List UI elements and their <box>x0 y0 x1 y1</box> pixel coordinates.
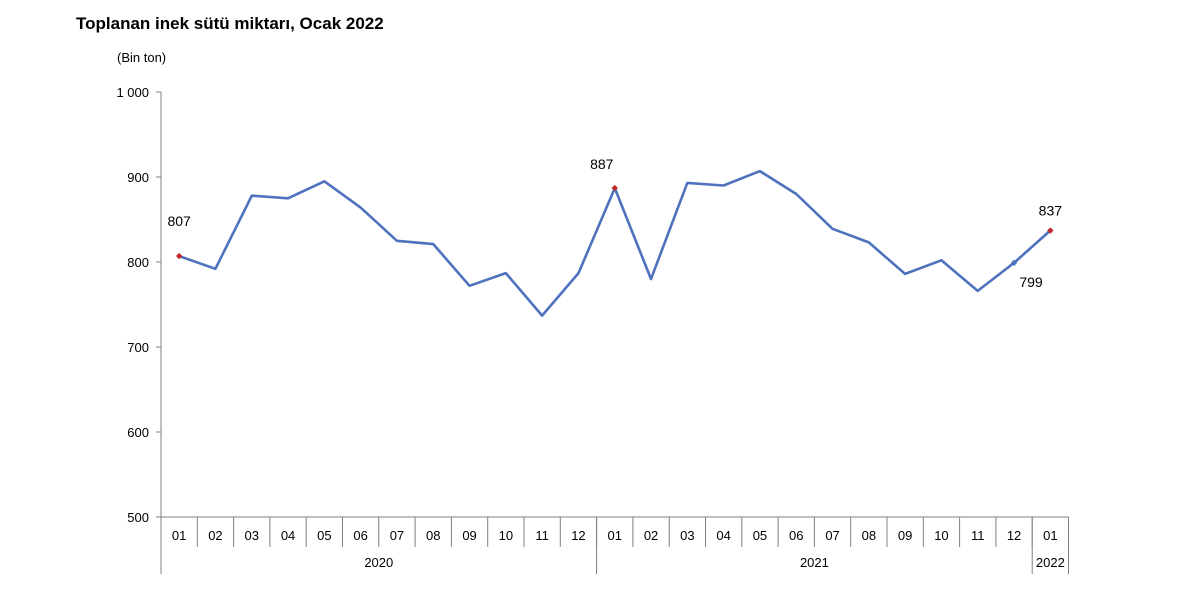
x-tick-label: 08 <box>862 528 876 543</box>
x-tick-label: 11 <box>535 528 549 543</box>
x-tick-label: 07 <box>390 528 404 543</box>
y-axis-label: (Bin ton) <box>117 50 166 65</box>
y-tick-label: 500 <box>127 510 149 525</box>
x-tick-label: 03 <box>245 528 259 543</box>
x-tick-label: 06 <box>353 528 367 543</box>
y-tick-label: 600 <box>127 425 149 440</box>
x-tick-label: 12 <box>1007 528 1021 543</box>
x-tick-label: 10 <box>499 528 513 543</box>
year-group-label: 2022 <box>1036 555 1065 570</box>
data-labels: 807 887 799 837 <box>167 156 1062 290</box>
y-tick-label: 700 <box>127 340 149 355</box>
data-marker <box>1010 259 1018 267</box>
year-group-labels: 2020 2021 2022 <box>364 555 1064 570</box>
x-tick-label: 05 <box>753 528 767 543</box>
x-tick-label: 08 <box>426 528 440 543</box>
x-tick-label: 09 <box>462 528 476 543</box>
y-tick-label: 1 000 <box>116 85 149 100</box>
data-marker <box>175 252 183 260</box>
axes <box>156 91 1069 574</box>
x-tick-label: 01 <box>1043 528 1057 543</box>
x-tick-label: 03 <box>680 528 694 543</box>
x-tick-label: 01 <box>172 528 186 543</box>
year-group-label: 2020 <box>364 555 393 570</box>
x-tick-label: 01 <box>608 528 622 543</box>
data-label: 799 <box>1019 274 1043 290</box>
x-tick-label: 09 <box>898 528 912 543</box>
x-tick-label: 04 <box>281 528 295 543</box>
x-tick-label: 02 <box>644 528 658 543</box>
series-lines <box>177 169 1052 317</box>
x-tick-label: 07 <box>825 528 839 543</box>
x-tick-label: 10 <box>934 528 948 543</box>
data-marker <box>611 184 618 192</box>
x-tick-labels: 01 02 03 04 05 06 07 08 09 10 11 12 01 02 03 04 05 06 07 08… <box>172 528 1058 543</box>
y-tick-labels: 500 600 700 800 900 1 000 <box>116 85 149 525</box>
year-group-label: 2021 <box>800 555 829 570</box>
x-tick-label: 12 <box>571 528 585 543</box>
series-line <box>177 169 1052 317</box>
data-marker <box>1047 227 1054 234</box>
x-tick-label: 05 <box>317 528 331 543</box>
y-tick-label: 900 <box>127 170 149 185</box>
data-label: 837 <box>1039 203 1063 219</box>
data-label: 887 <box>590 156 614 172</box>
data-label: 807 <box>167 213 191 229</box>
x-tick-label: 02 <box>208 528 222 543</box>
x-tick-label: 06 <box>789 528 803 543</box>
chart-title: Toplanan inek sütü miktarı, Ocak 2022 <box>76 14 384 33</box>
data-markers <box>175 184 1054 267</box>
y-tick-label: 800 <box>127 255 149 270</box>
x-tick-label: 11 <box>971 528 985 543</box>
x-tick-label: 04 <box>716 528 730 543</box>
